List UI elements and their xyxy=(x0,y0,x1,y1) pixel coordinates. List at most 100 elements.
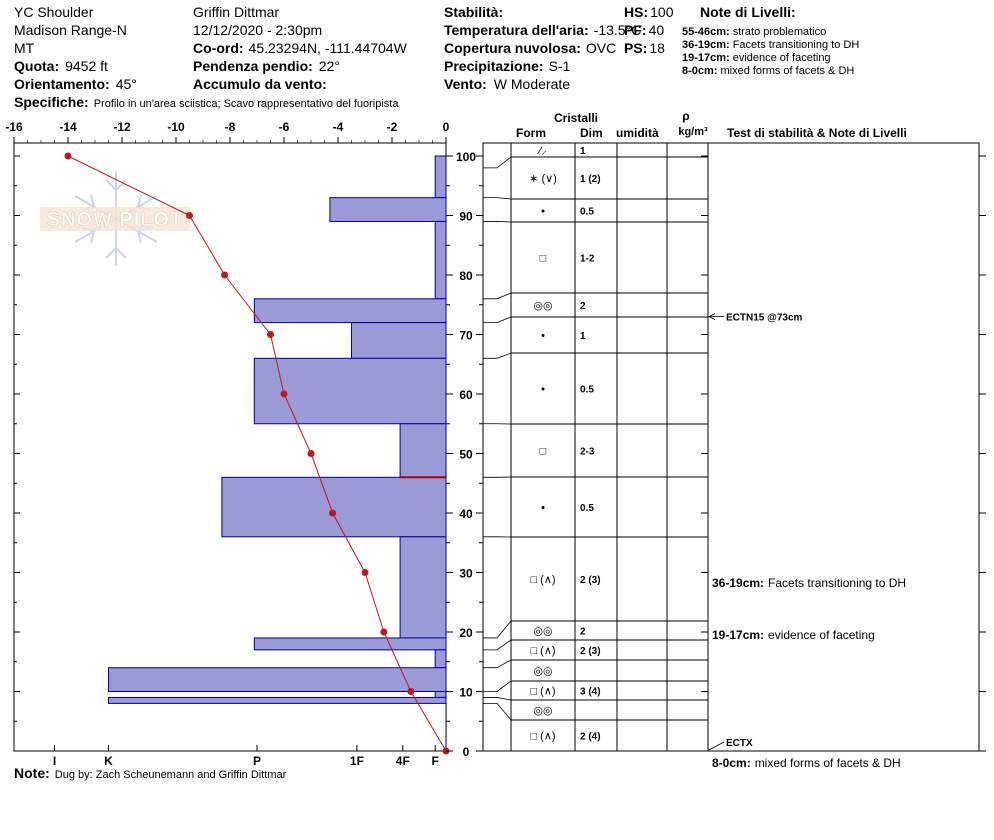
obs-datetime: 12/12/2020 - 2:30pm xyxy=(193,22,322,38)
coord-row: Co-ord: 45.23294N, -111.44704W xyxy=(193,40,408,56)
crystal-size: 0.5 xyxy=(580,385,594,396)
depth-tick-label: 20 xyxy=(459,626,473,640)
crystal-form-symbol: □ xyxy=(540,446,547,458)
crystal-layer-rows: ⁄⸝ 1∗ (∨) 1 (2)• 0.5□ 1-2◎◎ 2• 1• 0.5□ 2-3• 0.5□ … xyxy=(483,145,708,743)
crystal-size: 1-2 xyxy=(580,254,595,265)
crystals-title: Cristalli xyxy=(554,111,598,125)
crystal-layer-row: □ (∧) 3 (4) xyxy=(483,686,708,701)
stability-test: ECTX xyxy=(708,738,753,751)
precip-row: Precipitazione: S-1 xyxy=(444,58,571,74)
footer-note-value: Dug by: Zach Scheunemann and Griffin Dit… xyxy=(55,769,287,781)
temperature-point xyxy=(407,688,415,695)
hardness-bar xyxy=(434,649,447,669)
pf-row: PF: 40 xyxy=(624,22,664,38)
crystal-size: 1 xyxy=(580,331,586,342)
hs-row: HS: 100 xyxy=(624,4,674,20)
layer-annotation: 8-0cm: mixed forms of facets & DH xyxy=(712,756,901,770)
hardness-tick-label: F xyxy=(432,754,439,768)
crystal-form-symbol: • xyxy=(541,502,545,514)
crystal-layer-row: • 1 xyxy=(483,330,708,359)
layer-note: 19-17cm: evidence of faceting xyxy=(682,52,831,64)
profile-plot-frame xyxy=(13,142,447,752)
temp-tick-label: -12 xyxy=(113,120,131,134)
crystal-size: 0.5 xyxy=(580,207,594,218)
range-name: Madison Range-N xyxy=(14,22,127,38)
crystal-form-symbol: ◎◎ xyxy=(533,705,552,717)
hardness-bar xyxy=(329,197,447,222)
crystal-size: 1 (2) xyxy=(580,174,601,185)
specifics-row: Specifiche: Profilo in un'area sciistica;… xyxy=(14,94,399,110)
slope-label: Pendenza pendio: xyxy=(193,58,313,74)
crystal-layer-row: ∗ (∨) 1 (2) xyxy=(483,173,708,200)
table-column-lines xyxy=(510,143,709,751)
air-temp-value: -13.5°C xyxy=(594,22,642,38)
snowpilot-watermark: SNOW PILOT xyxy=(40,172,190,266)
crystal-layer-row: ◎◎ 2 xyxy=(483,300,708,324)
temp-tick-label: -14 xyxy=(59,120,77,134)
crystal-table-header: Cristalli Form Dim umidità ρ kg/m³ Test … xyxy=(516,109,907,140)
air-temp-row: Temperatura dell'aria: -13.5°C xyxy=(444,22,641,38)
wind-label: Vento: xyxy=(444,76,487,92)
crystal-size: 1 xyxy=(580,146,586,157)
hardness-bar xyxy=(108,667,447,693)
temp-tick-label: -16 xyxy=(5,120,23,134)
orient-label: Orientamento: xyxy=(14,76,110,92)
temperature-profile xyxy=(64,152,450,755)
crystal-layer-row: □ 1-2 xyxy=(483,253,708,300)
depth-axis: 0 10 20 30 40 50 60 70 80 90 100 xyxy=(14,150,986,759)
crystal-form-symbol: ◎◎ xyxy=(533,626,552,638)
crystal-layer-row: ◎◎ xyxy=(483,703,708,721)
hardness-tick-label: P xyxy=(253,754,261,768)
temperature-point xyxy=(361,569,369,576)
hardness-bar xyxy=(253,298,447,324)
hardness-tick-label: 1F xyxy=(350,754,364,768)
layer-notes-title: Note di Livelli: xyxy=(700,4,796,20)
temperature-point xyxy=(64,152,72,160)
header-block: YC Shoulder Madison Range-N MT Quota: 945… xyxy=(14,4,796,92)
hardness-bar xyxy=(399,536,447,639)
temperature-point xyxy=(329,509,337,517)
depth-tick-label: 30 xyxy=(459,567,473,581)
layer-annotation-range: 36-19cm: xyxy=(712,576,764,590)
temperature-point xyxy=(307,450,315,457)
col-density-unit: kg/m³ xyxy=(678,126,708,138)
ps-row: PS: 18 xyxy=(624,40,665,56)
layer-connector xyxy=(483,316,512,324)
depth-tick-label: 0 xyxy=(463,745,470,759)
temp-tick-label: -8 xyxy=(225,120,236,134)
crystal-size: 2 (3) xyxy=(580,575,601,586)
temperature-line xyxy=(67,155,447,752)
layer-note-text: evidence of faceting xyxy=(733,52,831,64)
depth-tick-label: 50 xyxy=(459,448,473,462)
hs-label: HS: xyxy=(624,4,648,20)
layer-note-text: Facets transitioning to DH xyxy=(733,39,860,51)
col-dim: Dim xyxy=(580,126,603,140)
col-form: Form xyxy=(516,126,546,140)
layer-connector xyxy=(483,197,512,200)
layer-connector xyxy=(483,352,512,359)
crystal-size: 2 xyxy=(580,627,586,638)
layer-note: 36-19cm: Facets transitioning to DH xyxy=(682,39,859,51)
temperature-point xyxy=(267,331,274,338)
col-density-symbol: ρ xyxy=(682,109,689,123)
crystal-layer-row: □ 2-3 xyxy=(483,446,708,478)
crystal-form-symbol: • xyxy=(541,206,545,218)
layer-note-range: 8-0cm: xyxy=(682,65,717,77)
temp-tick-label: -10 xyxy=(167,120,185,134)
hardness-bar xyxy=(253,637,447,651)
layer-connector xyxy=(483,221,512,223)
crystal-form-symbol: □ (∧) xyxy=(530,645,555,657)
hardness-bar xyxy=(399,423,447,478)
crystal-layer-row: • 0.5 xyxy=(483,384,708,425)
crystal-layer-row: ◎◎ 2 xyxy=(483,626,708,651)
hs-value: 100 xyxy=(650,4,674,20)
crystal-form-symbol: □ (∧) xyxy=(530,574,555,586)
cloud-value: OVC xyxy=(586,40,616,56)
location-name: YC Shoulder xyxy=(14,4,94,20)
depth-tick-label: 90 xyxy=(459,210,473,224)
layer-connector xyxy=(483,292,512,300)
temp-tick-label: 0 xyxy=(443,120,450,134)
watermark-text: SNOW PILOT xyxy=(47,209,184,231)
layer-notes-list: 55-46cm: strato problematico 36-19cm: Face… xyxy=(682,26,859,77)
